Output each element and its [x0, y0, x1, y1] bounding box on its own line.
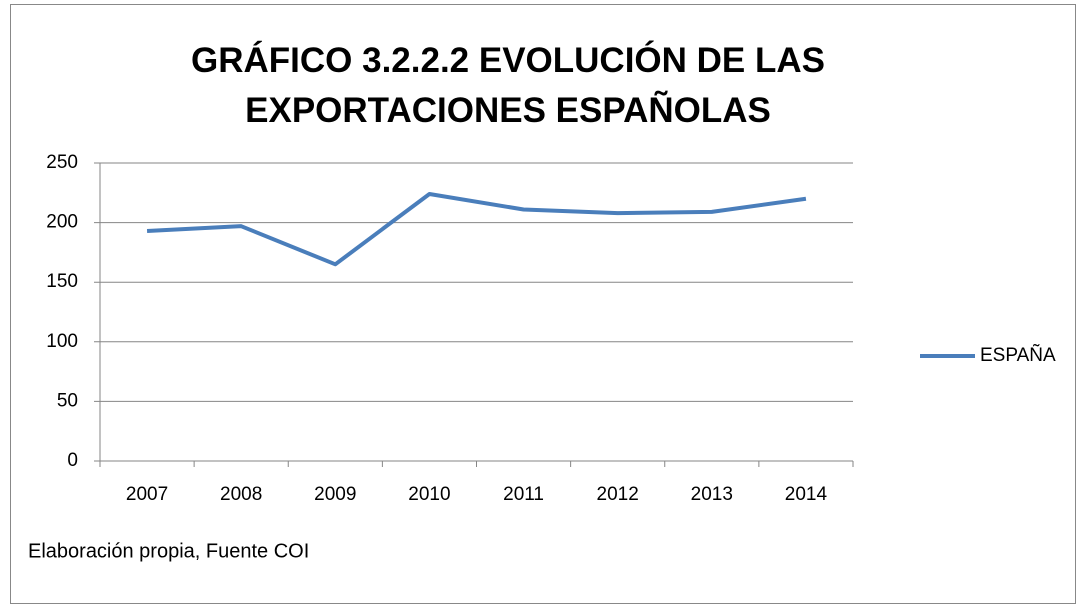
legend-label: ESPAÑA	[980, 344, 1056, 366]
chart-title: GRÁFICO 3.2.2.2 EVOLUCIÓN DE LAS EXPORTA…	[191, 41, 825, 130]
x-tick-label: 2009	[314, 484, 356, 505]
y-tick-label: 250	[46, 152, 78, 173]
chart: Elaboración propia, Fuente COI 0 50 100 150…	[28, 152, 1056, 562]
source-note: Elaboración propia, Fuente COI	[28, 540, 309, 562]
data-line	[146, 191, 807, 267]
y-tick-label: 150	[46, 271, 78, 292]
x-tick-label: 2008	[220, 484, 262, 505]
y-tick-label: 100	[46, 331, 78, 352]
x-tick-label: 2012	[597, 484, 639, 505]
x-tick-label: 2013	[691, 484, 733, 505]
x-tick-label: 2014	[785, 484, 828, 505]
y-tick-label: 0	[67, 450, 78, 471]
y-tick-label: 50	[57, 390, 78, 411]
page: {"chart_data": {"type": "line", "title":…	[10, 4, 1076, 604]
y-tick-label: 200	[46, 212, 78, 233]
x-tick-label: 2010	[408, 484, 450, 505]
x-tick-label: 2007	[126, 484, 168, 505]
x-tick-label: 2011	[503, 484, 544, 505]
